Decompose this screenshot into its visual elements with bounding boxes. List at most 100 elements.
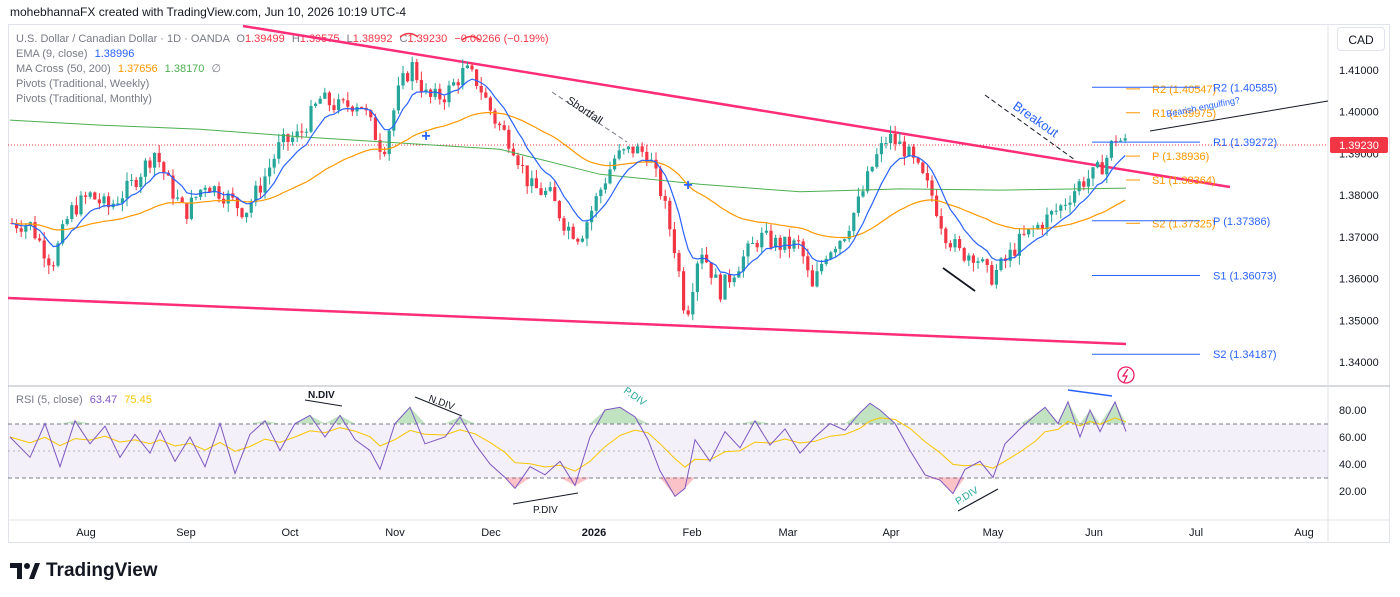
candle-body — [902, 141, 906, 157]
candle-body — [626, 146, 630, 150]
candle-body — [226, 193, 230, 204]
rsi-overbought-fill — [460, 416, 475, 424]
ema-legend[interactable]: EMA (9, close) 1.38996 — [16, 47, 134, 62]
rsi-oversold-fill — [660, 477, 675, 497]
rsi-line[interactable] — [9, 400, 1127, 498]
candle-body — [875, 154, 879, 167]
candle-body — [774, 237, 778, 248]
candle-body — [203, 187, 207, 190]
pivot-label: P (1.38936) — [1152, 151, 1209, 163]
candle-body — [631, 146, 635, 154]
candle-body — [51, 265, 55, 267]
pdiv-label: P.DIV — [954, 485, 981, 508]
price-tick-label: 1.38000 — [1339, 190, 1379, 202]
rsi-oversold-fill — [675, 477, 685, 497]
candle-body — [74, 205, 78, 215]
price-axis-labels: 1.410001.400001.390001.380001.370001.360… — [1339, 65, 1379, 369]
candle-body — [686, 310, 690, 315]
candle-body — [723, 274, 727, 300]
candle-body — [921, 162, 925, 174]
candle-body — [1027, 229, 1031, 235]
ema-line[interactable] — [11, 78, 1126, 276]
time-tick-label: Jul — [1189, 527, 1203, 539]
price-change: −0.00266 (−0.19%) — [454, 33, 549, 45]
time-tick-label: Aug — [1294, 527, 1314, 539]
candle-body — [97, 199, 101, 204]
candle-body — [994, 269, 998, 285]
pivots-weekly-label: Pivots (Traditional, Weekly) — [16, 78, 150, 90]
pivots-weekly-legend[interactable]: Pivots (Traditional, Weekly) — [16, 77, 149, 92]
pivots-monthly-legend[interactable]: Pivots (Traditional, Monthly) — [16, 92, 152, 107]
rsi-oversold-fill — [925, 477, 940, 481]
candle-body — [1119, 140, 1123, 142]
candle-body — [194, 196, 198, 198]
rsi-ma-line[interactable] — [9, 417, 1127, 472]
rsi-tick-label: 20.00 — [1339, 486, 1367, 498]
candle-body — [309, 105, 313, 132]
candle-body — [553, 187, 557, 202]
pivots-monthly-label: Pivots (Traditional, Monthly) — [16, 93, 152, 105]
candle-body — [419, 80, 423, 92]
candle-body — [787, 236, 791, 249]
candle-body — [843, 239, 847, 241]
candle-body — [1068, 202, 1072, 205]
rsi-legend[interactable]: RSI (5, close) 63.47 75.45 — [16, 393, 152, 408]
tradingview-logo-icon — [10, 563, 40, 579]
rsi-overbought-fill — [1080, 410, 1090, 424]
candle-body — [493, 110, 497, 124]
candle-body — [180, 197, 184, 203]
ma50-line[interactable] — [11, 111, 1126, 239]
pivot-label: S2 (1.37325) — [1152, 218, 1216, 230]
ma200-line[interactable] — [9, 119, 1127, 193]
candle-body — [764, 230, 768, 233]
candle-body — [125, 180, 129, 199]
candle-body — [410, 62, 414, 82]
candle-body — [585, 222, 589, 239]
candle-body — [1045, 214, 1049, 230]
tradingview-logo[interactable]: TradingView — [10, 560, 158, 582]
candle-body — [613, 158, 617, 170]
ndiv-line-recent — [1067, 389, 1113, 397]
lower-trendline[interactable] — [7, 296, 1127, 346]
chart-frame — [8, 24, 1390, 543]
upper-trendline[interactable] — [242, 24, 1231, 189]
pdiv-label: P.DIV — [533, 505, 558, 516]
candle-body — [953, 239, 957, 248]
tradingview-brand: TradingView — [46, 560, 158, 581]
rsi-ma-value: 75.45 — [124, 394, 152, 406]
candle-body — [755, 243, 759, 248]
pivot-label: S2 (1.34187) — [1213, 349, 1277, 361]
rsi-tick-label: 40.00 — [1339, 459, 1367, 471]
candle-body — [728, 274, 732, 283]
ma-cross-legend[interactable]: MA Cross (50, 200) 1.37656 1.38170 ∅ — [16, 62, 221, 77]
rsi-oversold-fill — [685, 477, 695, 489]
candle-body — [732, 277, 736, 283]
shortfall-label: Shortfall — [564, 95, 604, 128]
pivot-label: R1 (1.39272) — [1213, 137, 1277, 149]
candle-body — [442, 99, 446, 103]
currency-button[interactable]: CAD — [1337, 27, 1385, 51]
rsi-overbought-fill — [1115, 401, 1126, 424]
pivot-label: S1 (1.36073) — [1213, 271, 1277, 283]
event-icon[interactable] — [1117, 366, 1135, 384]
pivot-label: R1 (1.39975) — [1152, 108, 1216, 120]
ndiv-line — [414, 396, 463, 417]
chart-header-text: mohebhannaFX created with TradingView.co… — [10, 5, 407, 19]
candle-body — [962, 248, 966, 261]
candle-body — [475, 69, 479, 86]
higher-low-line — [942, 267, 976, 292]
rsi-overbought-fill — [620, 407, 635, 424]
candle-body — [971, 255, 975, 263]
candle-body — [838, 240, 842, 249]
ema-value: 1.38996 — [94, 48, 135, 60]
rsi-overbought-fill — [755, 420, 770, 424]
candle-body — [415, 62, 419, 81]
candle-body — [1123, 138, 1127, 141]
candle-body — [1077, 181, 1081, 192]
candle-body — [571, 226, 575, 239]
candle-body — [659, 168, 663, 197]
candle-body — [580, 238, 584, 242]
candle-body — [162, 162, 166, 173]
candle-body — [56, 243, 60, 266]
